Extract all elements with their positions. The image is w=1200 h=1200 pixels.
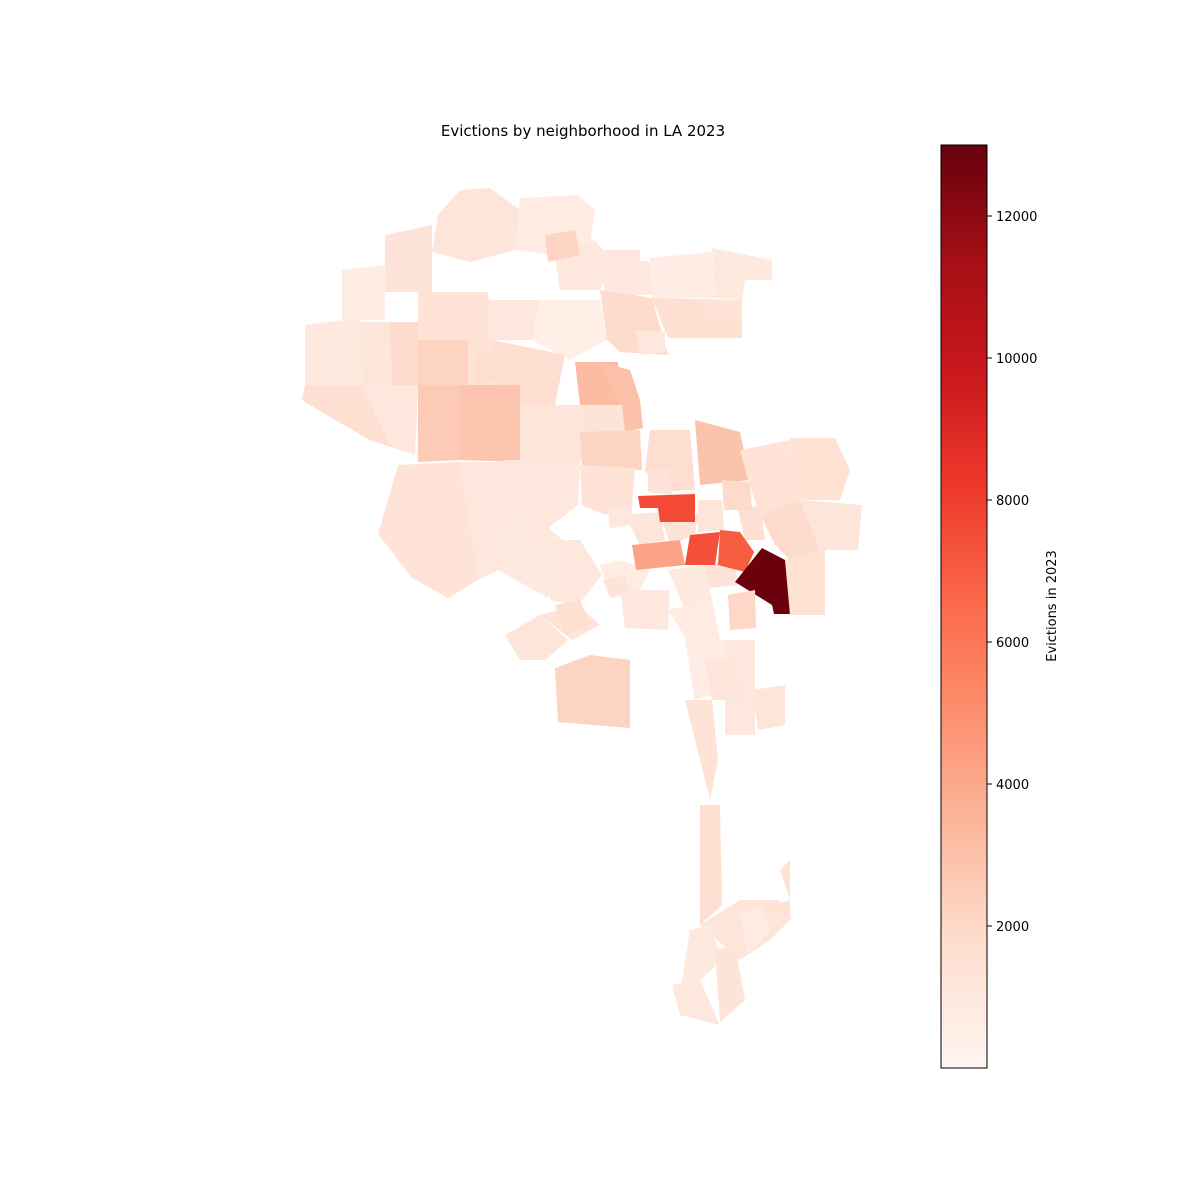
colorbar-tick-label: 10000 bbox=[996, 352, 1037, 367]
neighborhood-region bbox=[648, 468, 672, 495]
neighborhood-region bbox=[752, 685, 785, 730]
neighborhood-region bbox=[700, 805, 722, 925]
neighborhood-region bbox=[638, 494, 695, 522]
neighborhood-region bbox=[555, 655, 630, 728]
neighborhood-region bbox=[385, 225, 432, 292]
neighborhood-region bbox=[580, 465, 635, 515]
neighborhood-region bbox=[418, 292, 492, 340]
neighborhood-region bbox=[390, 322, 420, 385]
neighborhood-region bbox=[800, 500, 862, 550]
neighborhood-region bbox=[735, 548, 792, 614]
neighborhood-region bbox=[418, 385, 460, 462]
colorbar-tick-label: 4000 bbox=[996, 778, 1029, 793]
neighborhood-region bbox=[650, 252, 715, 298]
neighborhood-region bbox=[418, 340, 468, 385]
neighborhood-region bbox=[625, 512, 665, 545]
neighborhood-region bbox=[555, 600, 590, 635]
neighborhood-region bbox=[698, 500, 724, 532]
neighborhood-region bbox=[580, 430, 642, 470]
neighborhood-region bbox=[695, 420, 750, 485]
colorbar-tick-label: 8000 bbox=[996, 494, 1029, 509]
neighborhood-region bbox=[740, 440, 800, 515]
neighborhood-region bbox=[600, 362, 643, 432]
neighborhood-region bbox=[378, 462, 478, 598]
neighborhood-region bbox=[718, 530, 754, 572]
neighborhood-region bbox=[668, 565, 712, 610]
neighborhood-region bbox=[603, 575, 630, 598]
neighborhood-region bbox=[668, 600, 720, 645]
neighborhood-region bbox=[740, 905, 770, 955]
colorbar-tick-label: 2000 bbox=[996, 920, 1029, 935]
neighborhood-region bbox=[305, 318, 362, 385]
colorbar-tick-label: 12000 bbox=[996, 210, 1037, 225]
neighborhood-region bbox=[505, 615, 568, 660]
neighborhood-region bbox=[476, 350, 495, 385]
colorbar-label: Evictions in 2023 bbox=[1045, 550, 1060, 662]
neighborhood-region bbox=[790, 438, 850, 500]
neighborhood-region bbox=[635, 330, 665, 355]
neighborhood-region bbox=[520, 405, 582, 460]
chart-title: Evictions by neighborhood in LA 2023 bbox=[441, 122, 725, 140]
neighborhood-region bbox=[760, 860, 790, 915]
neighborhood-region bbox=[505, 460, 580, 528]
neighborhood-region bbox=[715, 945, 745, 1022]
neighborhood-region bbox=[620, 590, 670, 630]
neighborhood-region bbox=[432, 188, 520, 262]
neighborhood-region bbox=[712, 248, 772, 300]
neighborhood-region bbox=[580, 405, 625, 432]
neighborhood-region bbox=[685, 700, 718, 800]
neighborhood-region bbox=[632, 540, 685, 570]
neighborhood-region bbox=[785, 548, 825, 615]
neighborhood-region bbox=[360, 322, 392, 385]
colorbar-ticks: 2000 4000 6000 8000 10000 12000 bbox=[987, 210, 1037, 935]
neighborhood-region bbox=[362, 385, 418, 455]
neighborhood-region bbox=[738, 505, 765, 540]
neighborhood-region bbox=[760, 500, 820, 560]
neighborhood-region bbox=[705, 660, 740, 700]
neighborhood-region bbox=[685, 532, 720, 565]
neighborhood-region bbox=[532, 300, 607, 360]
neighborhood-region bbox=[608, 505, 632, 528]
la-neighborhood-map bbox=[302, 188, 862, 1025]
colorbar bbox=[940, 144, 988, 1069]
neighborhood-region bbox=[545, 230, 580, 262]
neighborhood-region bbox=[722, 480, 752, 510]
neighborhood-region bbox=[342, 265, 385, 320]
neighborhood-region bbox=[488, 300, 540, 340]
neighborhood-region bbox=[458, 385, 520, 462]
colorbar-tick-label: 6000 bbox=[996, 636, 1029, 651]
neighborhood-region bbox=[705, 300, 742, 320]
neighborhood-region bbox=[600, 250, 640, 268]
neighborhood-region bbox=[728, 590, 756, 630]
neighborhood-region bbox=[672, 980, 720, 1025]
neighborhood-region bbox=[548, 540, 602, 605]
neighborhood-region bbox=[530, 520, 552, 545]
neighborhood-region bbox=[460, 462, 510, 580]
